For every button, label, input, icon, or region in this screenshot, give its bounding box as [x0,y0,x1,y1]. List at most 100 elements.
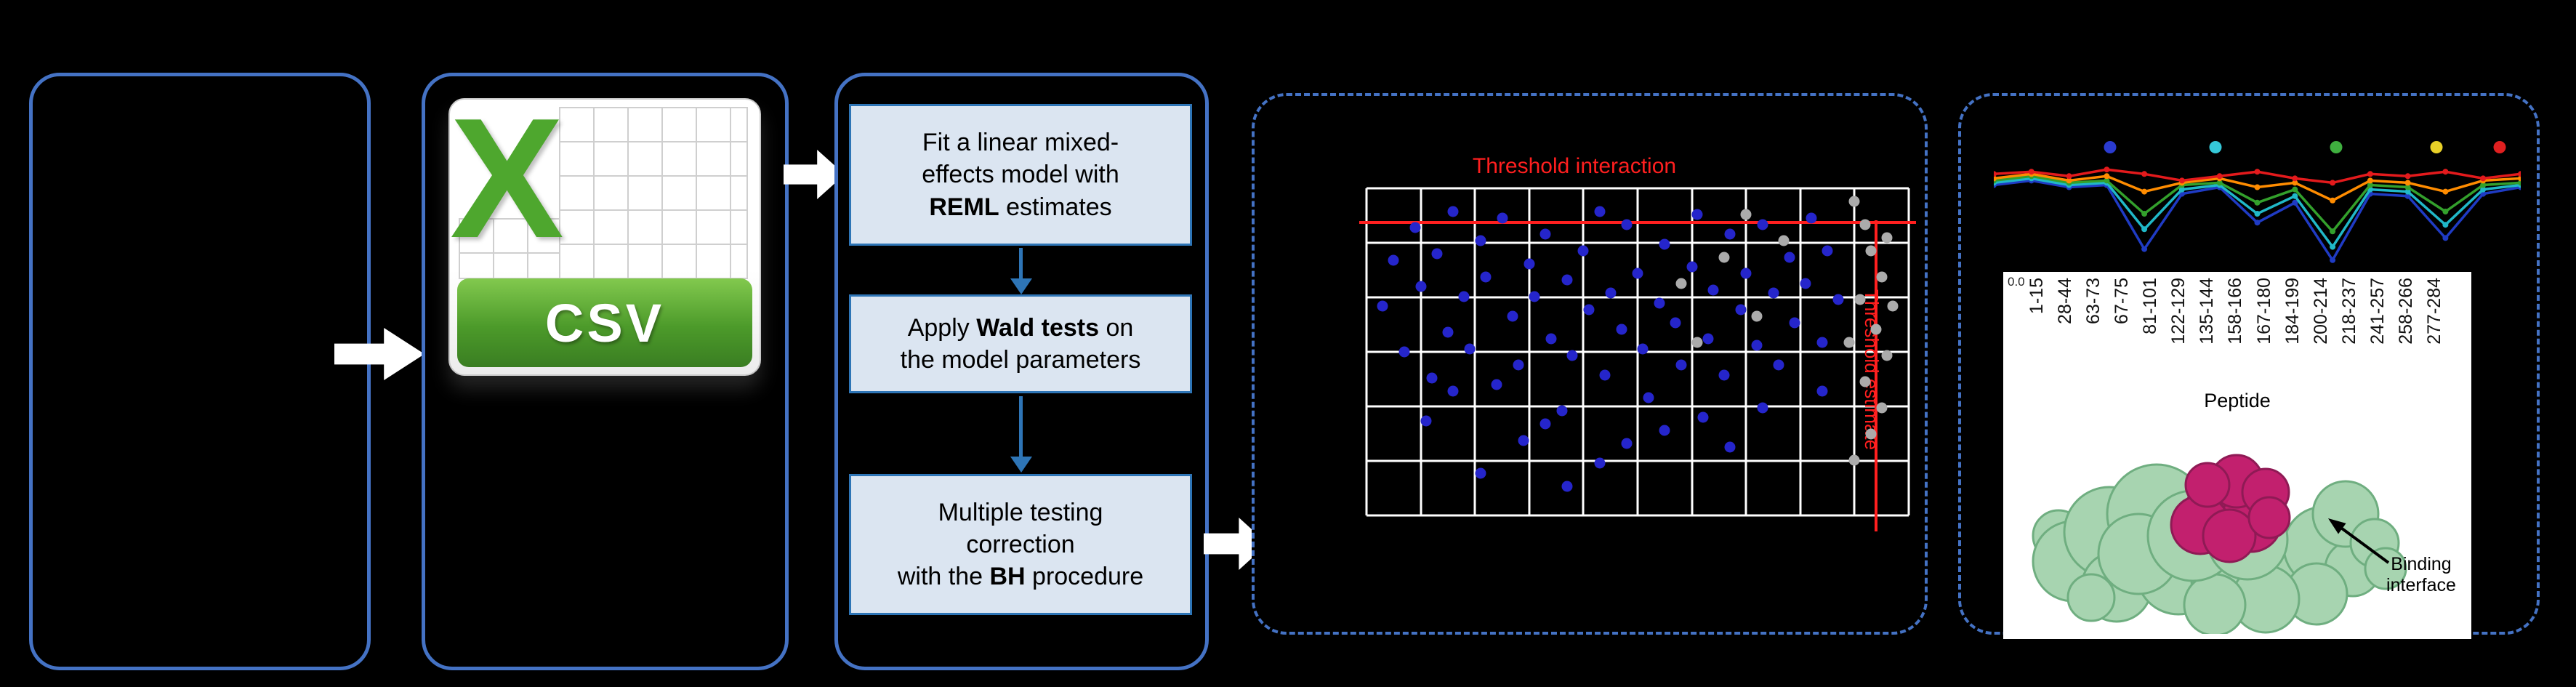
profile-point [2367,182,2373,188]
profile-point [2330,228,2336,235]
step-text-bold: BH [989,563,1026,591]
profile-point [2330,197,2336,204]
scatter-point [1740,209,1752,220]
peptide-axis-panel: 0.0 1-15 28-44 63-73 67-75 81-101 122-129 135-… [2003,272,2471,639]
profile-point [2292,193,2298,199]
scatter-point [1529,291,1540,302]
spreadsheet-grid [559,107,748,279]
profile-point [2104,173,2110,180]
gridline-horizontal [1367,514,1909,517]
peptide-tick-label: 218-237 [2338,278,2359,345]
csv-banner: CSV [457,278,752,367]
scatter-point [1556,405,1568,417]
scatter-point [1594,206,1606,217]
scatter-point [1675,359,1687,371]
condition-marker-dot [2104,141,2116,153]
profile-point [2518,175,2521,182]
profile-point [2480,186,2487,193]
threshold-estimate-label: Threshold estimate [1861,289,1883,451]
scatter-point [1475,235,1486,246]
scatter-point [1497,212,1508,223]
scatter-point [1447,206,1459,217]
scatter-point [1507,310,1518,321]
scatter-point [1806,212,1817,223]
scatter-point [1447,385,1459,397]
profile-point [2442,169,2449,175]
scatter-point [1566,350,1578,361]
peptide-tick-label: 200-214 [2310,278,2331,345]
profile-point [2442,209,2449,214]
scatter-point [1887,300,1899,312]
step-reml-model: Fit a linear mixed- effects model with R… [849,104,1192,246]
scatter-point [1859,219,1871,230]
scatter-point [1605,287,1617,299]
spreadsheet-grid [459,218,560,279]
scatter-point [1513,359,1524,371]
protein-structure [2032,454,2407,634]
profile-point [2104,177,2110,184]
scatter-point [1832,294,1844,305]
step-text: procedure [1025,563,1144,591]
profile-point [2104,166,2110,173]
scatter-point [1773,359,1784,371]
scatter-point [1475,467,1486,478]
binding-interface-label: Binding interface [2386,554,2456,595]
panel-statistics-steps: Fit a linear mixed- effects model with R… [834,73,1209,670]
profile-point [2442,222,2449,228]
scatter-point [1415,281,1427,292]
profile-point [2404,184,2411,190]
profile-point [1994,175,1997,182]
profile-point [2254,199,2261,206]
profile-point [2292,199,2298,206]
gridline-horizontal [1367,296,1909,299]
scatter-point [1789,317,1800,328]
profile-point [2141,226,2148,233]
scatter-point [1583,304,1595,315]
gridline-horizontal [1367,350,1909,353]
scatter-point [1420,415,1432,426]
scatter-point [1539,228,1551,240]
gridline-horizontal [1367,405,1909,408]
scatter-point [1377,300,1388,312]
scatter-point [1691,337,1703,347]
scatter-point [1778,235,1790,246]
scatter-point [1599,369,1611,380]
threshold-interaction-label: Threshold interaction [1472,154,1677,178]
peptide-tick-label: 184-199 [2282,278,2303,345]
scatter-point [1843,337,1855,347]
profile-point [1994,171,1997,177]
peptide-tick-label: 63-73 [2083,278,2104,324]
gridline-horizontal [1367,187,1909,190]
peptide-tick-label: 1-15 [2026,278,2047,315]
scatter-point [1621,219,1633,230]
peptide-tick-label: 258-266 [2395,278,2416,345]
peptide-tick-label: 135-144 [2197,278,2218,345]
peptide-profile-chart [1994,166,2521,263]
peptide-tick-label: 28-44 [2055,278,2076,324]
scatter-point [1659,238,1670,249]
scatter-point [1718,252,1730,262]
scatter-point [1876,271,1888,282]
peptide-tick-label: 122-129 [2168,278,2189,345]
scatter-point [1637,343,1649,354]
scatter-point [1643,392,1654,403]
profile-point [2178,186,2185,193]
scatter-point [1442,326,1454,338]
scatter-point [1577,245,1589,256]
threshold-estimate-line [1875,220,1878,531]
profile-point [2518,171,2521,177]
step-text-bold: Wald tests [976,313,1099,342]
profile-point [2404,188,2411,195]
scatter-point [1865,428,1877,439]
scatter-point [1848,196,1860,207]
step-down-arrow [1019,248,1023,280]
scatter-point [1854,294,1866,305]
profile-point [2066,177,2072,184]
step-down-arrow [1019,396,1023,458]
scatter-point [1545,333,1557,345]
step-wald-tests: Apply Wald tests on the model parameters [849,294,1192,393]
profile-point [2480,175,2487,182]
scatter-point [1848,454,1860,465]
profile-point [2178,177,2185,184]
